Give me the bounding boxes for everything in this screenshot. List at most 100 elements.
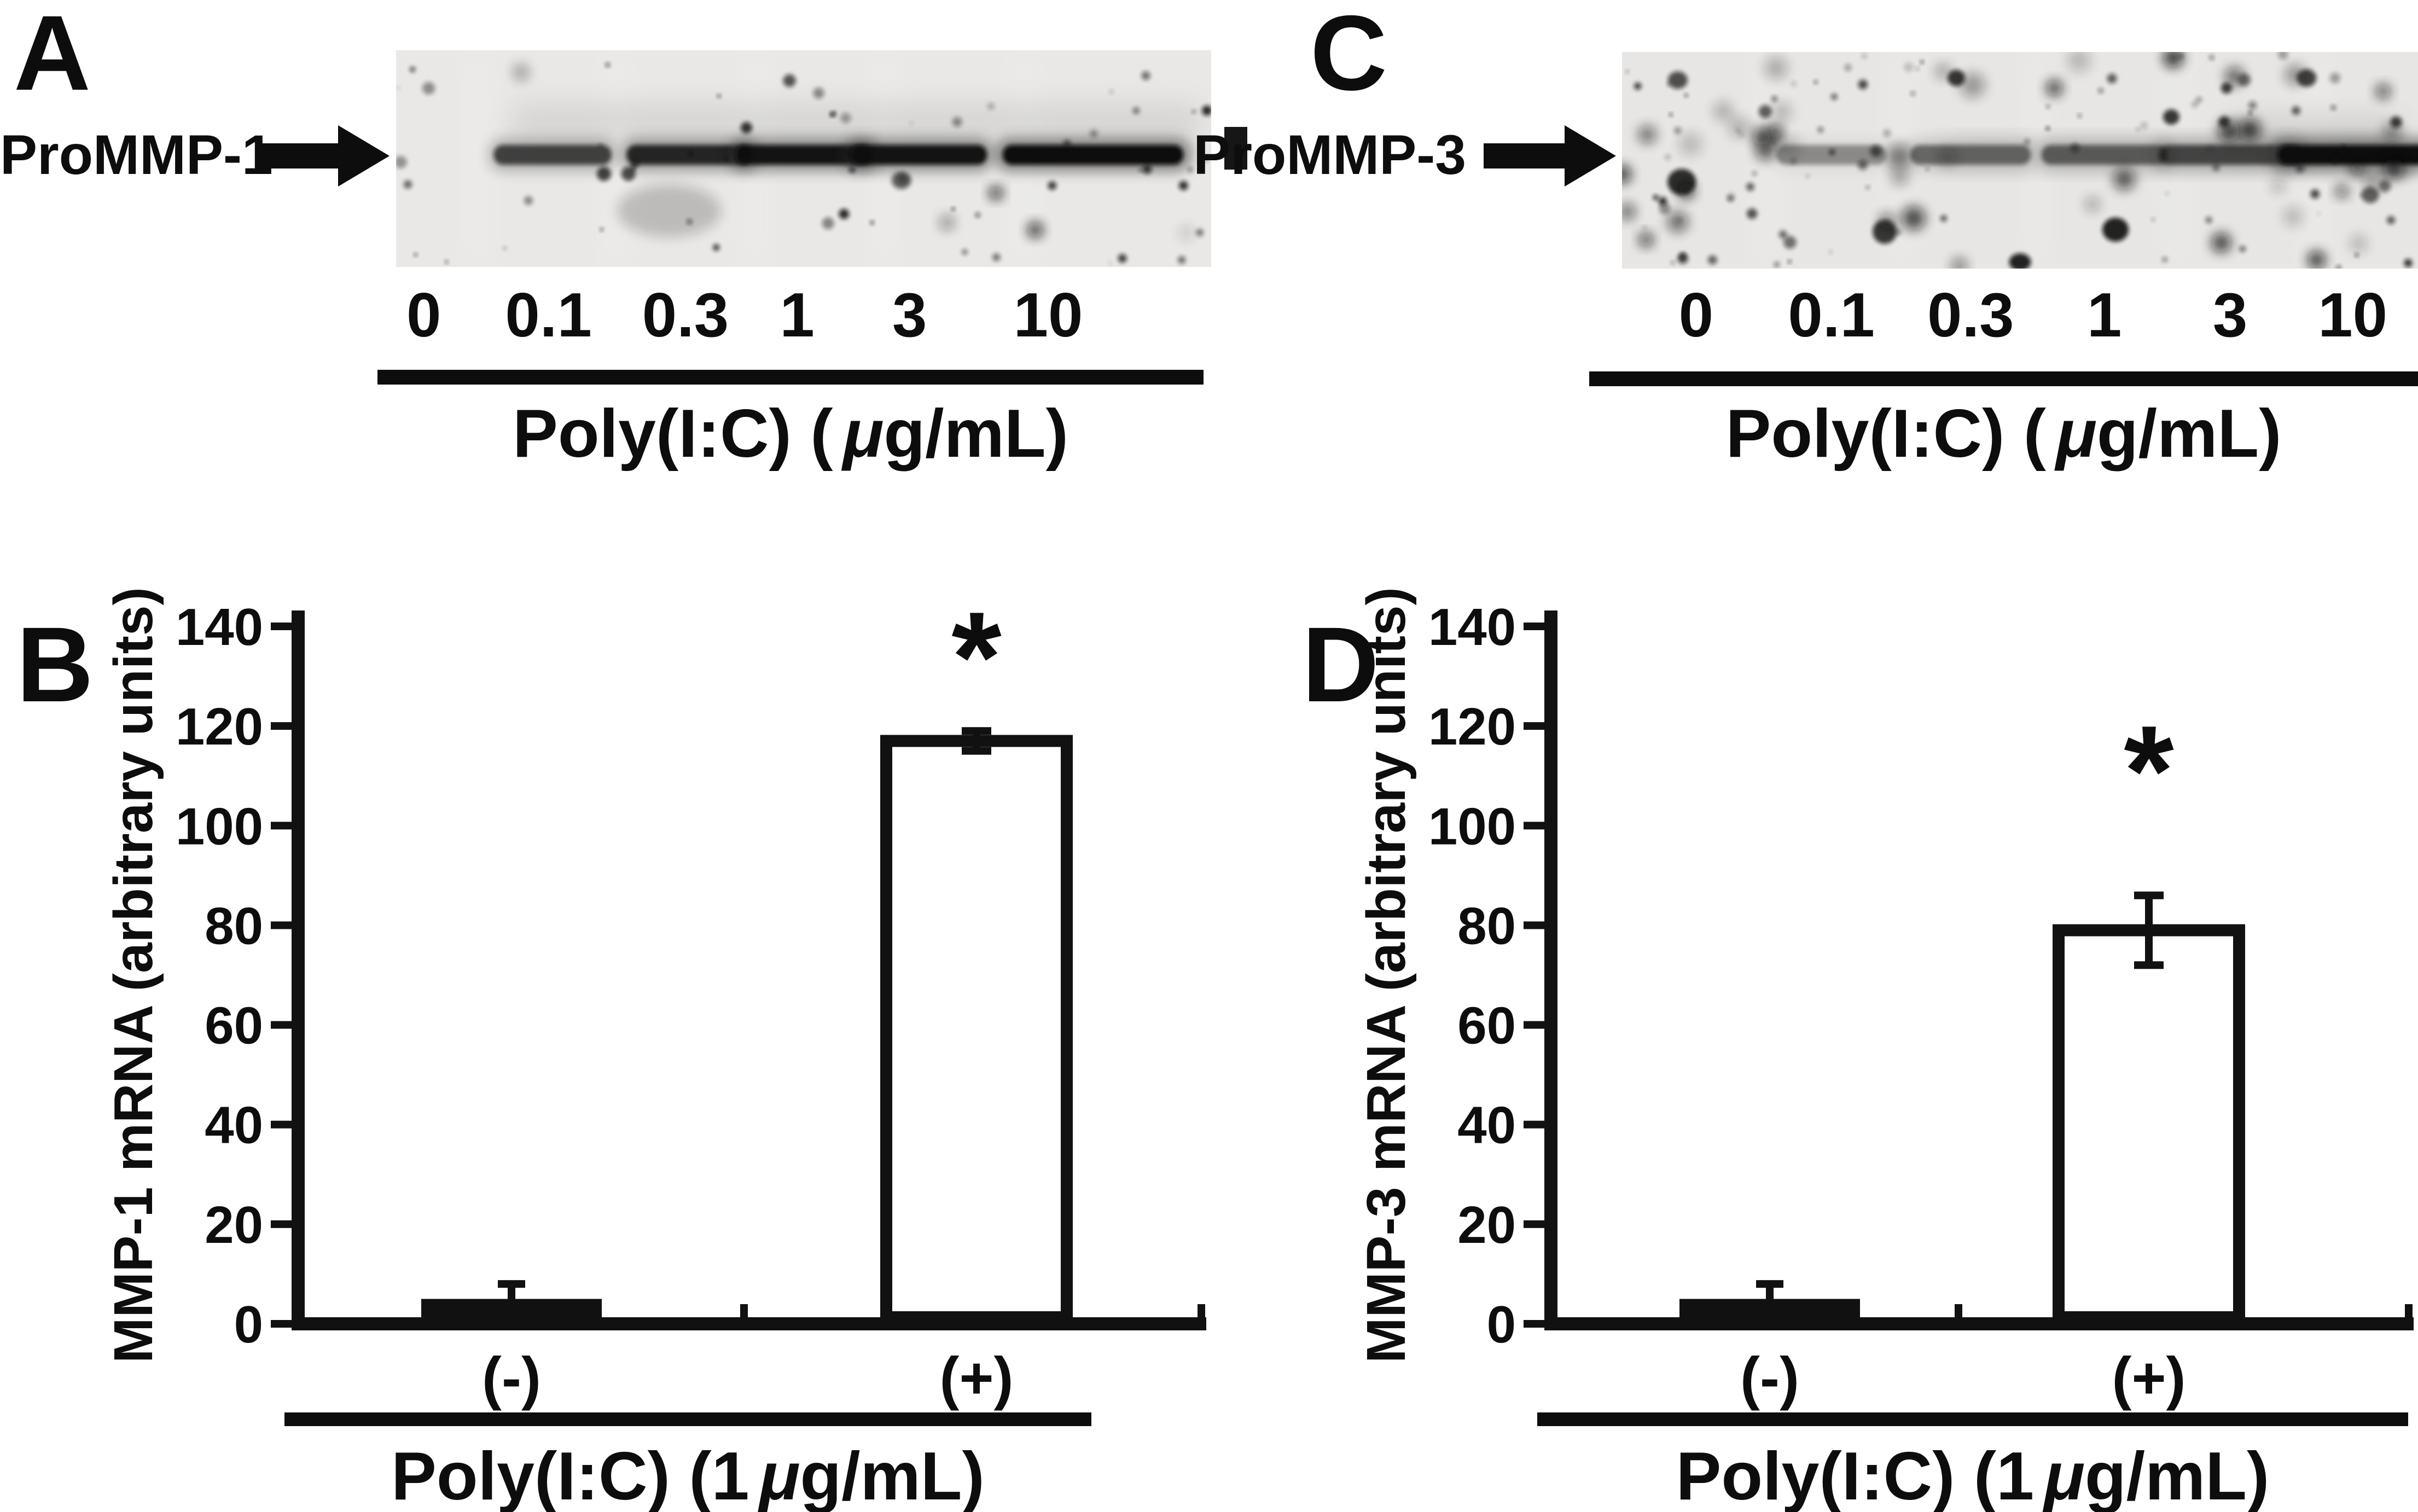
panel-d-xlabel-prefix: Poly(I:C) (1 xyxy=(1676,1439,2035,1512)
lane-label: 3 xyxy=(892,281,927,350)
right-arrow-shape xyxy=(1484,125,1616,187)
panel-a-axis-title: Poly(I:C) (μg/mL) xyxy=(377,395,1204,473)
lane-label: 0 xyxy=(406,281,441,350)
panel-a-underline xyxy=(377,370,1204,385)
panel-b-y-tick xyxy=(271,1220,292,1228)
panel-d-y-tick xyxy=(1524,1120,1544,1129)
panel-a-arrow-icon xyxy=(257,125,390,187)
panel-b-category-label: (+) xyxy=(940,1345,1014,1411)
panel-d-xlabel-mu: μ xyxy=(2044,1439,2085,1512)
panel-b-y-tick-label: 40 xyxy=(205,1096,263,1155)
panel-d-y-tick-label: 100 xyxy=(1428,797,1516,856)
panel-b-bar-solid xyxy=(421,1299,602,1324)
panel-d-xlabel-suffix: g/mL) xyxy=(2084,1439,2270,1512)
lane-label: 0.3 xyxy=(1927,281,2014,350)
panel-b-xlabel-suffix: g/mL) xyxy=(800,1439,985,1512)
panel-b-y-tick xyxy=(271,1120,292,1129)
panel-b-y-tick xyxy=(271,722,292,730)
panel-b-y-tick-label: 140 xyxy=(176,598,263,656)
panel-a-protein-text: ProMMP-1 xyxy=(0,124,273,186)
panel-c-underline xyxy=(1589,371,2418,386)
panel-b-y-tick xyxy=(271,1021,292,1029)
panel-a-axis-title-prefix: Poly(I:C) ( xyxy=(513,396,833,472)
panel-c-blot-texture xyxy=(1622,52,2418,269)
panel-c-letter: C xyxy=(1310,0,1388,113)
panel-c-axis-title-suffix: g/mL) xyxy=(2096,396,2282,472)
panel-b-y-tick-label: 60 xyxy=(205,997,263,1055)
panel-c-lane-labels: 0 0.1 0.3 1 3 10 xyxy=(1622,280,2418,352)
panel-a-protein-label: ProMMP-1 xyxy=(0,125,273,185)
panel-d-error-cap xyxy=(1756,1280,1783,1288)
panel-c-axis-title-prefix: Poly(I:C) ( xyxy=(1725,396,2047,472)
panel-a-axis-title-suffix: g/mL) xyxy=(884,396,1068,472)
panel-c-blot-image xyxy=(1622,52,2418,269)
panel-d-y-tick-label: 0 xyxy=(1487,1295,1516,1354)
panel-b-xlabel-mu: μ xyxy=(759,1439,800,1512)
panel-b-xlabel: Poly(I:C) (1 μg/mL) xyxy=(284,1438,1091,1512)
panel-c-axis-title: Poly(I:C) (μg/mL) xyxy=(1589,395,2418,473)
panel-b-error-bar xyxy=(973,731,980,751)
panel-d-xlabel: Poly(I:C) (1 μg/mL) xyxy=(1537,1438,2408,1512)
panel-d-category-label: (+) xyxy=(2112,1345,2186,1411)
panel-b-y-tick xyxy=(271,822,292,830)
lane-label: 0.1 xyxy=(505,281,592,350)
panel-a-axis-title-mu: μ xyxy=(842,396,884,472)
panel-b-category-label: (-) xyxy=(482,1345,541,1411)
panel-d-y-tick xyxy=(1524,1021,1544,1029)
panel-b-significance-asterisk: * xyxy=(951,585,1002,729)
panel-d-category-label: (-) xyxy=(1740,1345,1799,1411)
panel-d-y-tick-label: 20 xyxy=(1457,1196,1516,1254)
panel-a-lane-labels: 0 0.1 0.3 1 3 10 xyxy=(396,280,1211,352)
panel-b-y-tick xyxy=(271,1320,292,1328)
panel-b-x-tick xyxy=(1198,1304,1205,1318)
panel-d-error-cap xyxy=(2134,961,2164,969)
panel-b-error-cap xyxy=(962,727,991,735)
panel-b-underline xyxy=(284,1412,1091,1426)
panel-d-bar-open xyxy=(2053,924,2245,1324)
panel-a-blot-edge-artifact xyxy=(1224,127,1247,170)
panel-d-y-tick-label: 60 xyxy=(1457,997,1516,1055)
panel-b-y-tick-label: 80 xyxy=(205,897,263,955)
panel-b-error-cap xyxy=(962,747,991,755)
panel-b-y-tick xyxy=(271,623,292,630)
panel-d-y-tick xyxy=(1524,1220,1544,1228)
panel-a-blot-texture xyxy=(396,50,1211,267)
panel-b-y-tick-label: 20 xyxy=(205,1196,263,1254)
lane-label: 0.1 xyxy=(1788,281,1875,350)
panel-d-error-bar xyxy=(2145,895,2153,966)
lane-label: 10 xyxy=(2318,281,2388,350)
panel-c-axis-title-mu: μ xyxy=(2056,396,2097,472)
panel-a-blot-image xyxy=(396,50,1211,267)
lane-label: 1 xyxy=(780,281,815,350)
panel-b-bar-open xyxy=(880,735,1073,1323)
panel-b-y-tick-label: 100 xyxy=(176,797,263,856)
panel-d-error-cap xyxy=(2134,891,2164,899)
panel-d-letter: D xyxy=(1302,605,1380,724)
panel-d-x-tick xyxy=(2405,1304,2413,1318)
panel-d-bar-solid xyxy=(1679,1299,1860,1324)
panel-b-y-tick xyxy=(271,921,292,929)
panel-d-y-tick-label: 120 xyxy=(1428,697,1516,756)
panel-d-y-tick xyxy=(1524,921,1544,929)
panel-b-x-tick xyxy=(740,1304,748,1318)
panel-d-y-tick xyxy=(1524,722,1544,730)
panel-d-significance-asterisk: * xyxy=(2124,699,2174,842)
panel-d-x-axis xyxy=(1544,1317,2414,1330)
panel-c-protein-label: ProMMP-3 xyxy=(1138,125,1466,185)
panel-d-x-tick xyxy=(1955,1304,1962,1318)
panel-b-error-cap xyxy=(498,1280,525,1288)
panel-d-y-tick-label: 140 xyxy=(1428,598,1516,656)
panel-d-y-tick-label: 80 xyxy=(1457,897,1516,955)
panel-d-y-tick xyxy=(1524,1320,1544,1328)
lane-label: 0 xyxy=(1678,281,1714,350)
panel-b-xlabel-prefix: Poly(I:C) (1 xyxy=(391,1439,749,1512)
panel-b-y-tick-label: 0 xyxy=(234,1295,263,1354)
panel-a-letter: A xyxy=(14,0,92,113)
panel-b-letter: B xyxy=(16,605,95,724)
panel-d-y-tick xyxy=(1524,623,1544,630)
panel-b-ylabel: MMP-1 mRNA (arbitrary units) xyxy=(103,587,164,1363)
